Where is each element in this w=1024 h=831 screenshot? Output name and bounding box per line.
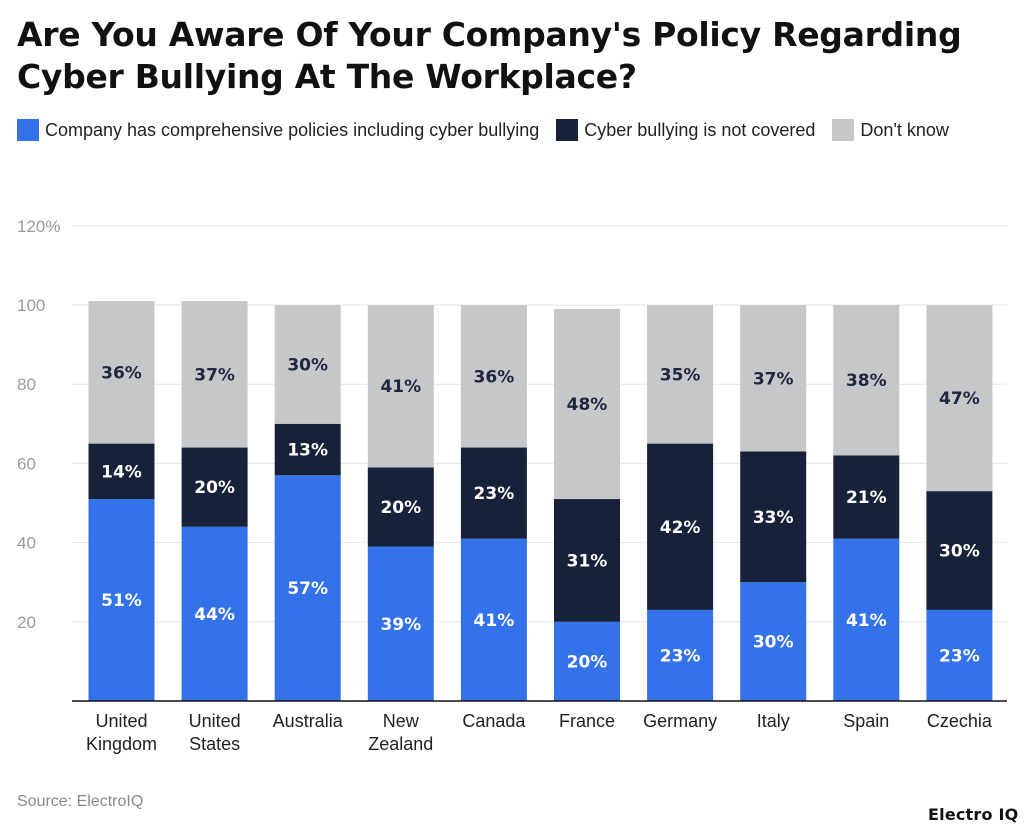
x-tick-label: Australia xyxy=(273,711,344,731)
bar-segment xyxy=(460,538,527,701)
bar-segment xyxy=(88,443,155,500)
x-tick-label: Canada xyxy=(462,711,526,731)
bar-segment xyxy=(367,546,434,701)
bar-segment xyxy=(181,301,248,448)
data-label: 41% xyxy=(846,611,887,631)
data-label: 13% xyxy=(287,441,328,461)
data-label: 36% xyxy=(474,367,515,387)
legend-swatch-comprehensive-policies xyxy=(17,119,39,141)
x-tick-label: Kingdom xyxy=(86,734,157,754)
data-label: 23% xyxy=(939,646,980,666)
data-label: 37% xyxy=(194,365,235,385)
data-label: 44% xyxy=(194,605,235,625)
data-label: 39% xyxy=(380,615,421,635)
bar-segment xyxy=(647,443,714,610)
y-tick-label: 100 xyxy=(17,296,45,315)
bar-segment xyxy=(88,301,155,444)
bar-segment xyxy=(926,491,993,610)
bar-segment xyxy=(926,609,993,701)
y-tick-label: 120% xyxy=(17,217,60,236)
bar-segment xyxy=(740,451,807,583)
legend-item-dont-know: Don't know xyxy=(832,119,949,141)
x-tick-label: New xyxy=(383,711,420,731)
data-label: 31% xyxy=(567,551,608,571)
bar-segment xyxy=(460,447,527,539)
x-tick-label: States xyxy=(189,734,240,754)
bar-segment xyxy=(647,609,714,701)
y-tick-label: 60 xyxy=(17,454,36,473)
data-label: 30% xyxy=(753,633,794,653)
data-label: 20% xyxy=(567,652,608,672)
bar-segment xyxy=(274,475,341,701)
bar-segment xyxy=(554,621,620,701)
y-tick-label: 40 xyxy=(17,534,36,553)
x-tick-label: Zealand xyxy=(368,734,433,754)
legend-label-dont-know: Don't know xyxy=(860,120,949,140)
bar-segment xyxy=(554,499,620,622)
data-label: 51% xyxy=(101,591,142,611)
data-label: 47% xyxy=(939,389,980,409)
data-label: 48% xyxy=(567,395,608,415)
bar-segment xyxy=(647,305,714,444)
bar-segment xyxy=(833,305,900,456)
bar-segment xyxy=(926,305,993,492)
bar-segment xyxy=(274,423,341,476)
x-tick-label: United xyxy=(189,711,241,731)
x-tick-label: Spain xyxy=(843,711,889,731)
data-label: 38% xyxy=(846,371,887,391)
data-label: 30% xyxy=(287,355,328,375)
bar-segment xyxy=(554,308,620,500)
data-label: 36% xyxy=(101,363,142,383)
x-tick-label: Italy xyxy=(757,711,790,731)
brand-logo: Electro IQ xyxy=(928,805,1019,824)
bar-segment xyxy=(833,455,900,539)
x-tick-label: Germany xyxy=(643,711,717,731)
bar-segment xyxy=(460,305,527,448)
data-label: 23% xyxy=(474,484,515,504)
legend-label-not-covered: Cyber bullying is not covered xyxy=(584,120,816,140)
bar-segment xyxy=(367,305,434,468)
data-label: 42% xyxy=(660,518,701,538)
chart-title: Are You Aware Of Your Company's Policy R… xyxy=(17,15,962,96)
data-label: 57% xyxy=(287,579,328,599)
data-label: 33% xyxy=(753,508,794,528)
legend-item-not-covered: Cyber bullying is not covered xyxy=(556,119,816,141)
bar-segment xyxy=(274,305,341,424)
data-label: 20% xyxy=(194,478,235,498)
data-label: 21% xyxy=(846,488,887,508)
x-tick-label: France xyxy=(559,711,615,731)
legend-swatch-not-covered xyxy=(556,119,579,141)
bar-segment xyxy=(740,582,807,701)
y-tick-label: 80 xyxy=(17,375,36,394)
y-tick-label: 20 xyxy=(17,613,36,632)
data-label: 35% xyxy=(660,365,701,385)
bar-segment xyxy=(367,467,434,547)
data-label: 41% xyxy=(474,611,515,631)
legend-item-comprehensive-policies: Company has comprehensive policies inclu… xyxy=(17,119,540,141)
bar-segment xyxy=(88,499,155,701)
data-label: 37% xyxy=(753,369,794,389)
data-label: 41% xyxy=(380,377,421,397)
data-label: 30% xyxy=(939,542,980,562)
x-tick-label: United xyxy=(95,711,147,731)
source-note: Source: ElectroIQ xyxy=(17,793,144,810)
bar-segment xyxy=(833,538,900,701)
legend: Company has comprehensive policies inclu… xyxy=(17,116,1007,145)
x-tick-label: Czechia xyxy=(927,711,993,731)
bar-segment xyxy=(181,526,248,701)
legend-swatch-dont-know xyxy=(832,119,855,141)
bar-segment xyxy=(181,447,248,527)
data-label: 23% xyxy=(660,646,701,666)
data-label: 14% xyxy=(101,462,142,482)
bar-segment xyxy=(740,305,807,452)
data-label: 20% xyxy=(380,498,421,518)
legend-label-comprehensive-policies: Company has comprehensive policies inclu… xyxy=(45,120,540,140)
